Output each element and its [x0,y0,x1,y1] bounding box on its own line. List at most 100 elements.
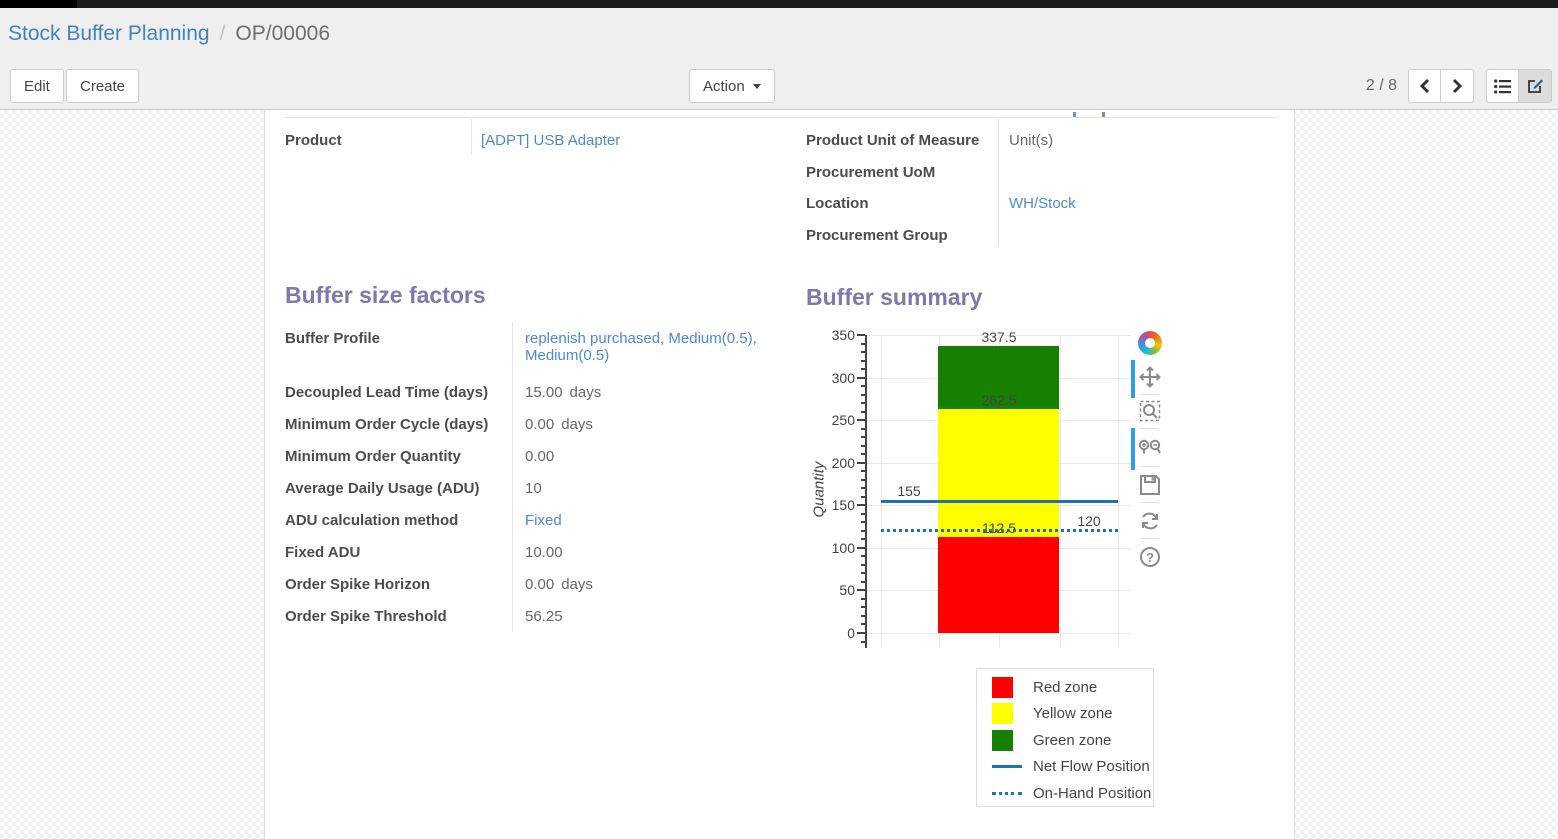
box-zoom-icon [1139,400,1161,422]
y-axis-minor-tick [861,606,865,609]
box-zoom-button[interactable] [1137,398,1163,424]
autoscale-reset-button[interactable] [1137,508,1163,534]
field-label: ADU calculation method [285,512,459,529]
section-title-buffer-size-factors: Buffer size factors [285,282,486,308]
y-axis-major-tick [857,461,865,464]
modebar-divider [1141,538,1159,539]
y-axis-minor-tick [861,470,865,473]
field-value: 10.00 [525,544,563,561]
list-icon [1494,78,1511,94]
field-row-adu: Average Daily Usage (ADU) 10 [285,472,790,504]
breadcrumb-separator: / [219,22,226,45]
y-axis-minor-tick [861,614,865,617]
field-row-buffer-profile: Buffer Profile replenish purchased, Medi… [285,322,790,376]
y-axis-tick-label: 350 [831,327,855,343]
form-view-button[interactable] [1519,69,1552,103]
field-suffix: days [561,416,593,433]
field-value: 56.25 [525,608,563,625]
y-axis-line [865,335,867,648]
field-value: 0.00 [525,416,555,433]
legend-swatch [992,765,1022,769]
pan-tool-button[interactable] [1137,364,1163,390]
form-sheet: Product [ADPT] USB Adapter Product Unit … [264,110,1295,839]
y-axis-minor-tick [861,538,865,541]
field-label: Product [285,132,342,149]
modebar-active-indicator [1131,360,1135,398]
breadcrumb-section-link[interactable]: Stock Buffer Planning [8,22,210,45]
active-menu-indicator [0,0,77,8]
yellow-zone [938,409,1059,538]
product-link[interactable]: [ADPT] USB Adapter [481,132,621,149]
chevron-left-icon [1419,78,1429,94]
field-row-procurement-uom: Procurement UoM [806,150,1276,182]
field-row-adu-method: ADU calculation method Fixed [285,504,790,536]
field-value: 0.00 [525,576,555,593]
list-view-button[interactable] [1486,69,1519,103]
chart-plot-area: Quantity 0 50 100 150 200 250 300 350 112.5 262.5… [811,327,1131,648]
action-dropdown-button[interactable]: Action [689,69,775,103]
create-button[interactable]: Create [66,69,140,103]
zoom-in-out-button[interactable] [1137,434,1163,460]
breadcrumb: Stock Buffer Planning / OP/00006 [0,8,1558,60]
legend-swatch [992,729,1013,751]
y-axis-minor-tick [861,521,865,524]
position-line-label: 155 [897,483,921,500]
legend-label: Yellow zone [1033,705,1113,723]
edit-button[interactable]: Edit [10,69,64,103]
y-axis-minor-tick [861,597,865,600]
next-record-button[interactable] [1441,69,1474,103]
y-axis-minor-tick [861,640,865,643]
legend-item-net-flow[interactable]: Net Flow Position [977,754,1153,781]
legend-item-yellow-zone[interactable]: Yellow zone [977,701,1153,728]
y-axis-tick-label: 200 [831,454,855,471]
field-label: Average Daily Usage (ADU) [285,480,480,497]
y-axis-minor-tick [861,512,865,515]
y-axis-minor-tick [861,572,865,575]
save-icon [1140,475,1160,495]
y-axis-minor-tick [861,427,865,430]
modebar-divider [1141,394,1159,395]
buffer-profile-link[interactable]: replenish purchased, Medium(0.5), Medium… [525,330,757,364]
y-axis-title: Quantity [810,461,828,518]
help-button[interactable]: ? [1137,544,1163,570]
y-axis-minor-tick [861,478,865,481]
modebar-active-indicator [1131,428,1135,470]
caret-down-icon [752,83,761,89]
section-title-buffer-summary: Buffer summary [806,284,983,310]
save-image-button[interactable] [1137,472,1163,498]
y-axis-minor-tick [861,529,865,532]
previous-record-button[interactable] [1408,69,1441,103]
legend-item-on-hand[interactable]: On-Hand Position [977,780,1153,807]
y-axis-major-tick [857,631,865,634]
field-label: Order Spike Horizon [285,576,431,593]
y-axis-tick-label: 250 [831,412,855,429]
y-axis-minor-tick [861,410,865,413]
field-label: Buffer Profile [285,330,381,347]
legend-item-red-zone[interactable]: Red zone [977,674,1153,701]
red-zone [938,537,1059,633]
plotly-logo-button[interactable] [1137,330,1163,356]
y-axis-minor-tick [861,436,865,439]
y-axis-minor-tick [861,487,865,490]
modebar-divider [1141,428,1159,429]
clipped-row-above [285,110,1276,118]
chevron-right-icon [1452,78,1463,94]
legend-label: On-Hand Position [1033,784,1152,802]
help-icon: ? [1140,547,1160,567]
legend-item-green-zone[interactable]: Green zone [977,727,1153,754]
y-axis-tick-label: 100 [831,539,855,556]
zone-boundary-label: 337.5 [981,328,1017,345]
plotly-logo-icon [1138,331,1162,355]
adu-method-link[interactable]: Fixed [525,512,562,529]
field-row-spike-threshold: Order Spike Threshold 56.25 [285,600,790,632]
field-suffix: days [561,576,593,593]
field-row-product: Product [ADPT] USB Adapter [285,119,790,155]
field-value: Unit(s) [998,119,1276,151]
y-axis-tick-label: 150 [831,497,855,514]
location-link[interactable]: WH/Stock [1009,195,1076,212]
action-label: Action [703,77,745,95]
legend-swatch [992,676,1013,698]
legend-label: Green zone [1033,731,1112,749]
field-row-uom: Product Unit of Measure Unit(s) [806,119,1276,151]
